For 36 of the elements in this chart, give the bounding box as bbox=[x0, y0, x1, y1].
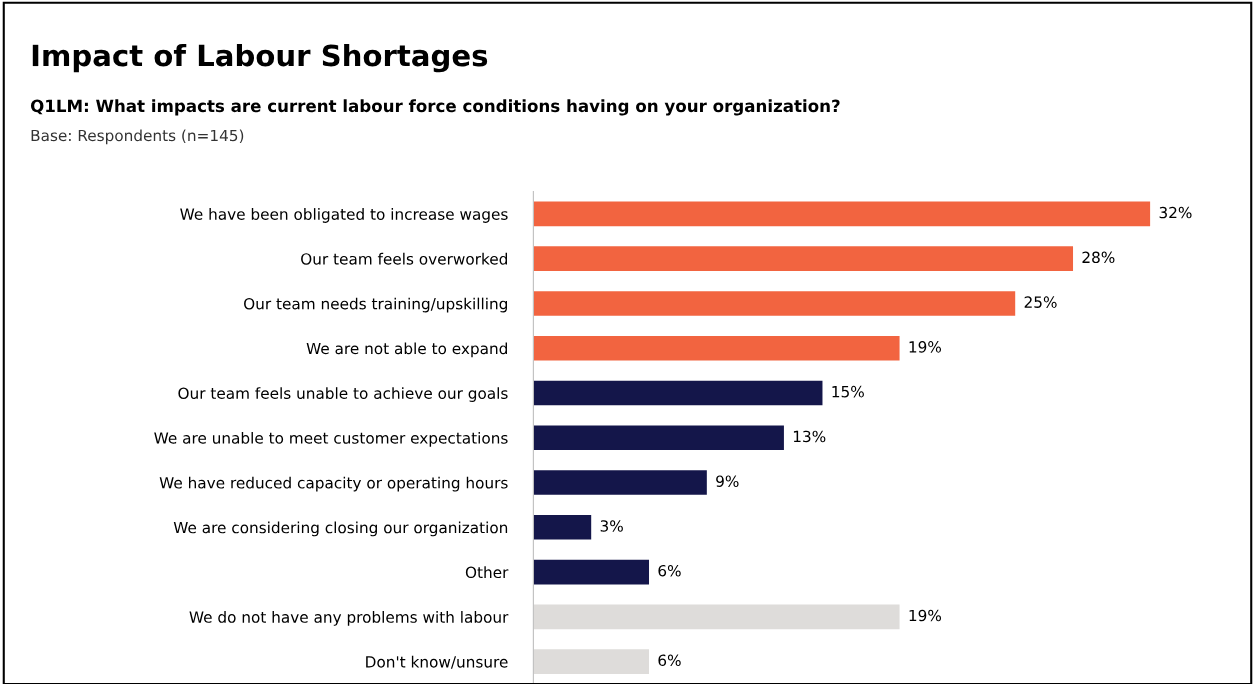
bar bbox=[533, 514, 592, 540]
data-label: 13% bbox=[793, 430, 826, 443]
y-tick-label: Our team feels unable to achieve our goals bbox=[178, 387, 508, 402]
data-label: 15% bbox=[832, 385, 864, 398]
y-tick-label: We are unable to meet customer expectations bbox=[154, 431, 508, 447]
y-tick-label: We have been obligated to increase wages bbox=[180, 208, 508, 223]
bar bbox=[533, 649, 650, 674]
y-tick-label: We are not able to expand bbox=[306, 342, 507, 358]
bar bbox=[533, 246, 1074, 271]
bar bbox=[533, 201, 1151, 227]
bar bbox=[533, 470, 707, 495]
bar bbox=[533, 604, 900, 630]
data-label: 32% bbox=[1159, 206, 1192, 219]
data-label: 6% bbox=[658, 564, 681, 577]
chart-subtitle: Q1LM: What impacts are current labour force conditions having on your organization? bbox=[30, 99, 840, 116]
y-tick-label: Our team needs training/upskilling bbox=[244, 297, 507, 313]
data-label: 9% bbox=[716, 475, 739, 487]
y-tick-label: Don't know/unsure bbox=[366, 655, 508, 669]
data-label: 19% bbox=[909, 609, 942, 622]
data-label: 19% bbox=[909, 341, 942, 353]
data-label: 25% bbox=[1024, 296, 1057, 308]
y-tick-label: Our team feels overworked bbox=[301, 252, 507, 265]
bar bbox=[533, 425, 784, 451]
bar bbox=[533, 380, 823, 406]
y-tick-label: Other bbox=[465, 566, 509, 579]
bar bbox=[533, 291, 1016, 316]
y-tick-label: We are considering closing our organization bbox=[173, 521, 508, 537]
bar bbox=[533, 559, 650, 585]
text: Impact of Labour Shortages bbox=[32, 43, 488, 73]
y-tick-label: We do not have any problems with labour bbox=[189, 611, 509, 626]
y-tick-label: We have reduced capacity or operating hours bbox=[159, 476, 508, 492]
data-label: 3% bbox=[600, 520, 623, 532]
data-label: 28% bbox=[1082, 251, 1115, 264]
text: Base: Respondents (n=145) bbox=[31, 129, 244, 145]
data-label: 6% bbox=[658, 654, 681, 667]
bar bbox=[533, 335, 900, 361]
